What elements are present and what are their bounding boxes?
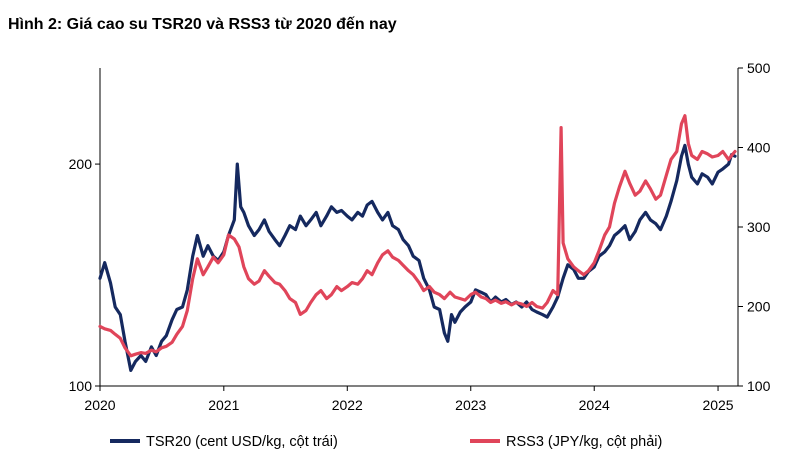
x-tick-label: 2022 bbox=[332, 397, 363, 413]
left-tick-label: 200 bbox=[69, 156, 93, 172]
x-tick-label: 2025 bbox=[702, 397, 733, 413]
legend-layer: TSR20 (cent USD/kg, cột trái) RSS3 (JPY/k… bbox=[110, 434, 662, 450]
x-tick-label: 2024 bbox=[579, 397, 610, 413]
series-layer bbox=[98, 114, 737, 372]
series-line-rss3 bbox=[98, 114, 737, 358]
series-line-tsr20 bbox=[98, 143, 737, 372]
x-tick-label: 2020 bbox=[84, 397, 115, 413]
right-tick-label: 500 bbox=[747, 60, 771, 76]
left-tick-label: 100 bbox=[69, 378, 93, 394]
axes-layer: 100 200 100 200 300 400 500 2020 2021 2022 2023 202… bbox=[69, 60, 771, 413]
x-tick-label: 2023 bbox=[455, 397, 486, 413]
right-tick-label: 400 bbox=[747, 140, 771, 156]
right-tick-label: 300 bbox=[747, 219, 771, 235]
x-tick-label: 2021 bbox=[208, 397, 239, 413]
chart-title: Hình 2: Giá cao su TSR20 và RSS3 từ 2020… bbox=[8, 16, 397, 33]
right-tick-label: 200 bbox=[747, 299, 771, 315]
right-tick-label: 100 bbox=[747, 378, 771, 394]
legend-label-tsr20: TSR20 (cent USD/kg, cột trái) bbox=[146, 434, 338, 450]
legend-label-rss3: RSS3 (JPY/kg, cột phải) bbox=[506, 434, 662, 450]
